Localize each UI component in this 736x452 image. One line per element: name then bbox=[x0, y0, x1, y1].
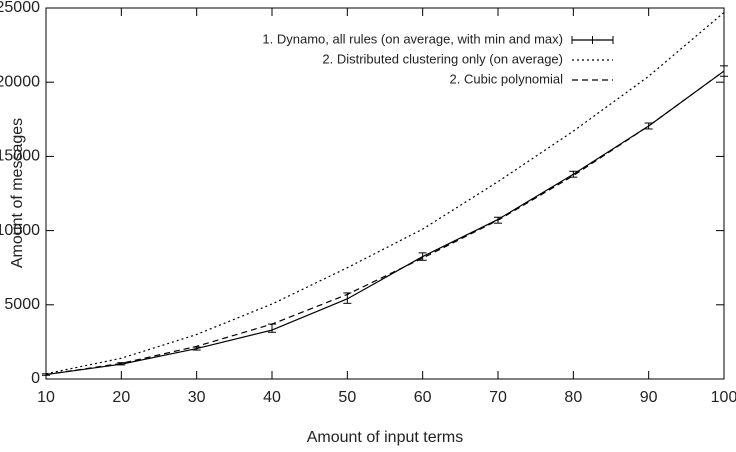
legend-label: 2. Cubic polynomial bbox=[450, 71, 564, 86]
series-line bbox=[45, 11, 725, 375]
x-tick-label: 10 bbox=[37, 389, 55, 406]
x-tick-label: 100 bbox=[711, 389, 736, 406]
y-tick-label: 0 bbox=[31, 370, 40, 387]
x-tick-label: 50 bbox=[338, 389, 356, 406]
y-tick-label: 25000 bbox=[0, 0, 40, 16]
x-tick-label: 40 bbox=[263, 389, 281, 406]
legend-label: 2. Distributed clustering only (on avera… bbox=[322, 51, 563, 66]
series-line bbox=[45, 70, 725, 376]
x-tick-label: 70 bbox=[489, 389, 507, 406]
y-tick-label: 10000 bbox=[0, 222, 40, 239]
x-tick-label: 60 bbox=[414, 389, 432, 406]
plot-frame bbox=[45, 7, 725, 380]
legend-label: 1. Dynamo, all rules (on average, with m… bbox=[262, 31, 563, 46]
x-tick-label: 30 bbox=[188, 389, 206, 406]
x-axis-label: Amount of input terms bbox=[307, 429, 464, 446]
y-tick-label: 5000 bbox=[4, 296, 40, 313]
x-tick-label: 80 bbox=[564, 389, 582, 406]
x-tick-label: 20 bbox=[112, 389, 130, 406]
y-tick-label: 15000 bbox=[0, 148, 40, 165]
y-axis-label: Amount of messages bbox=[9, 118, 26, 268]
y-tick-label: 20000 bbox=[0, 73, 40, 90]
series-line bbox=[45, 70, 725, 376]
x-tick-label: 90 bbox=[640, 389, 658, 406]
